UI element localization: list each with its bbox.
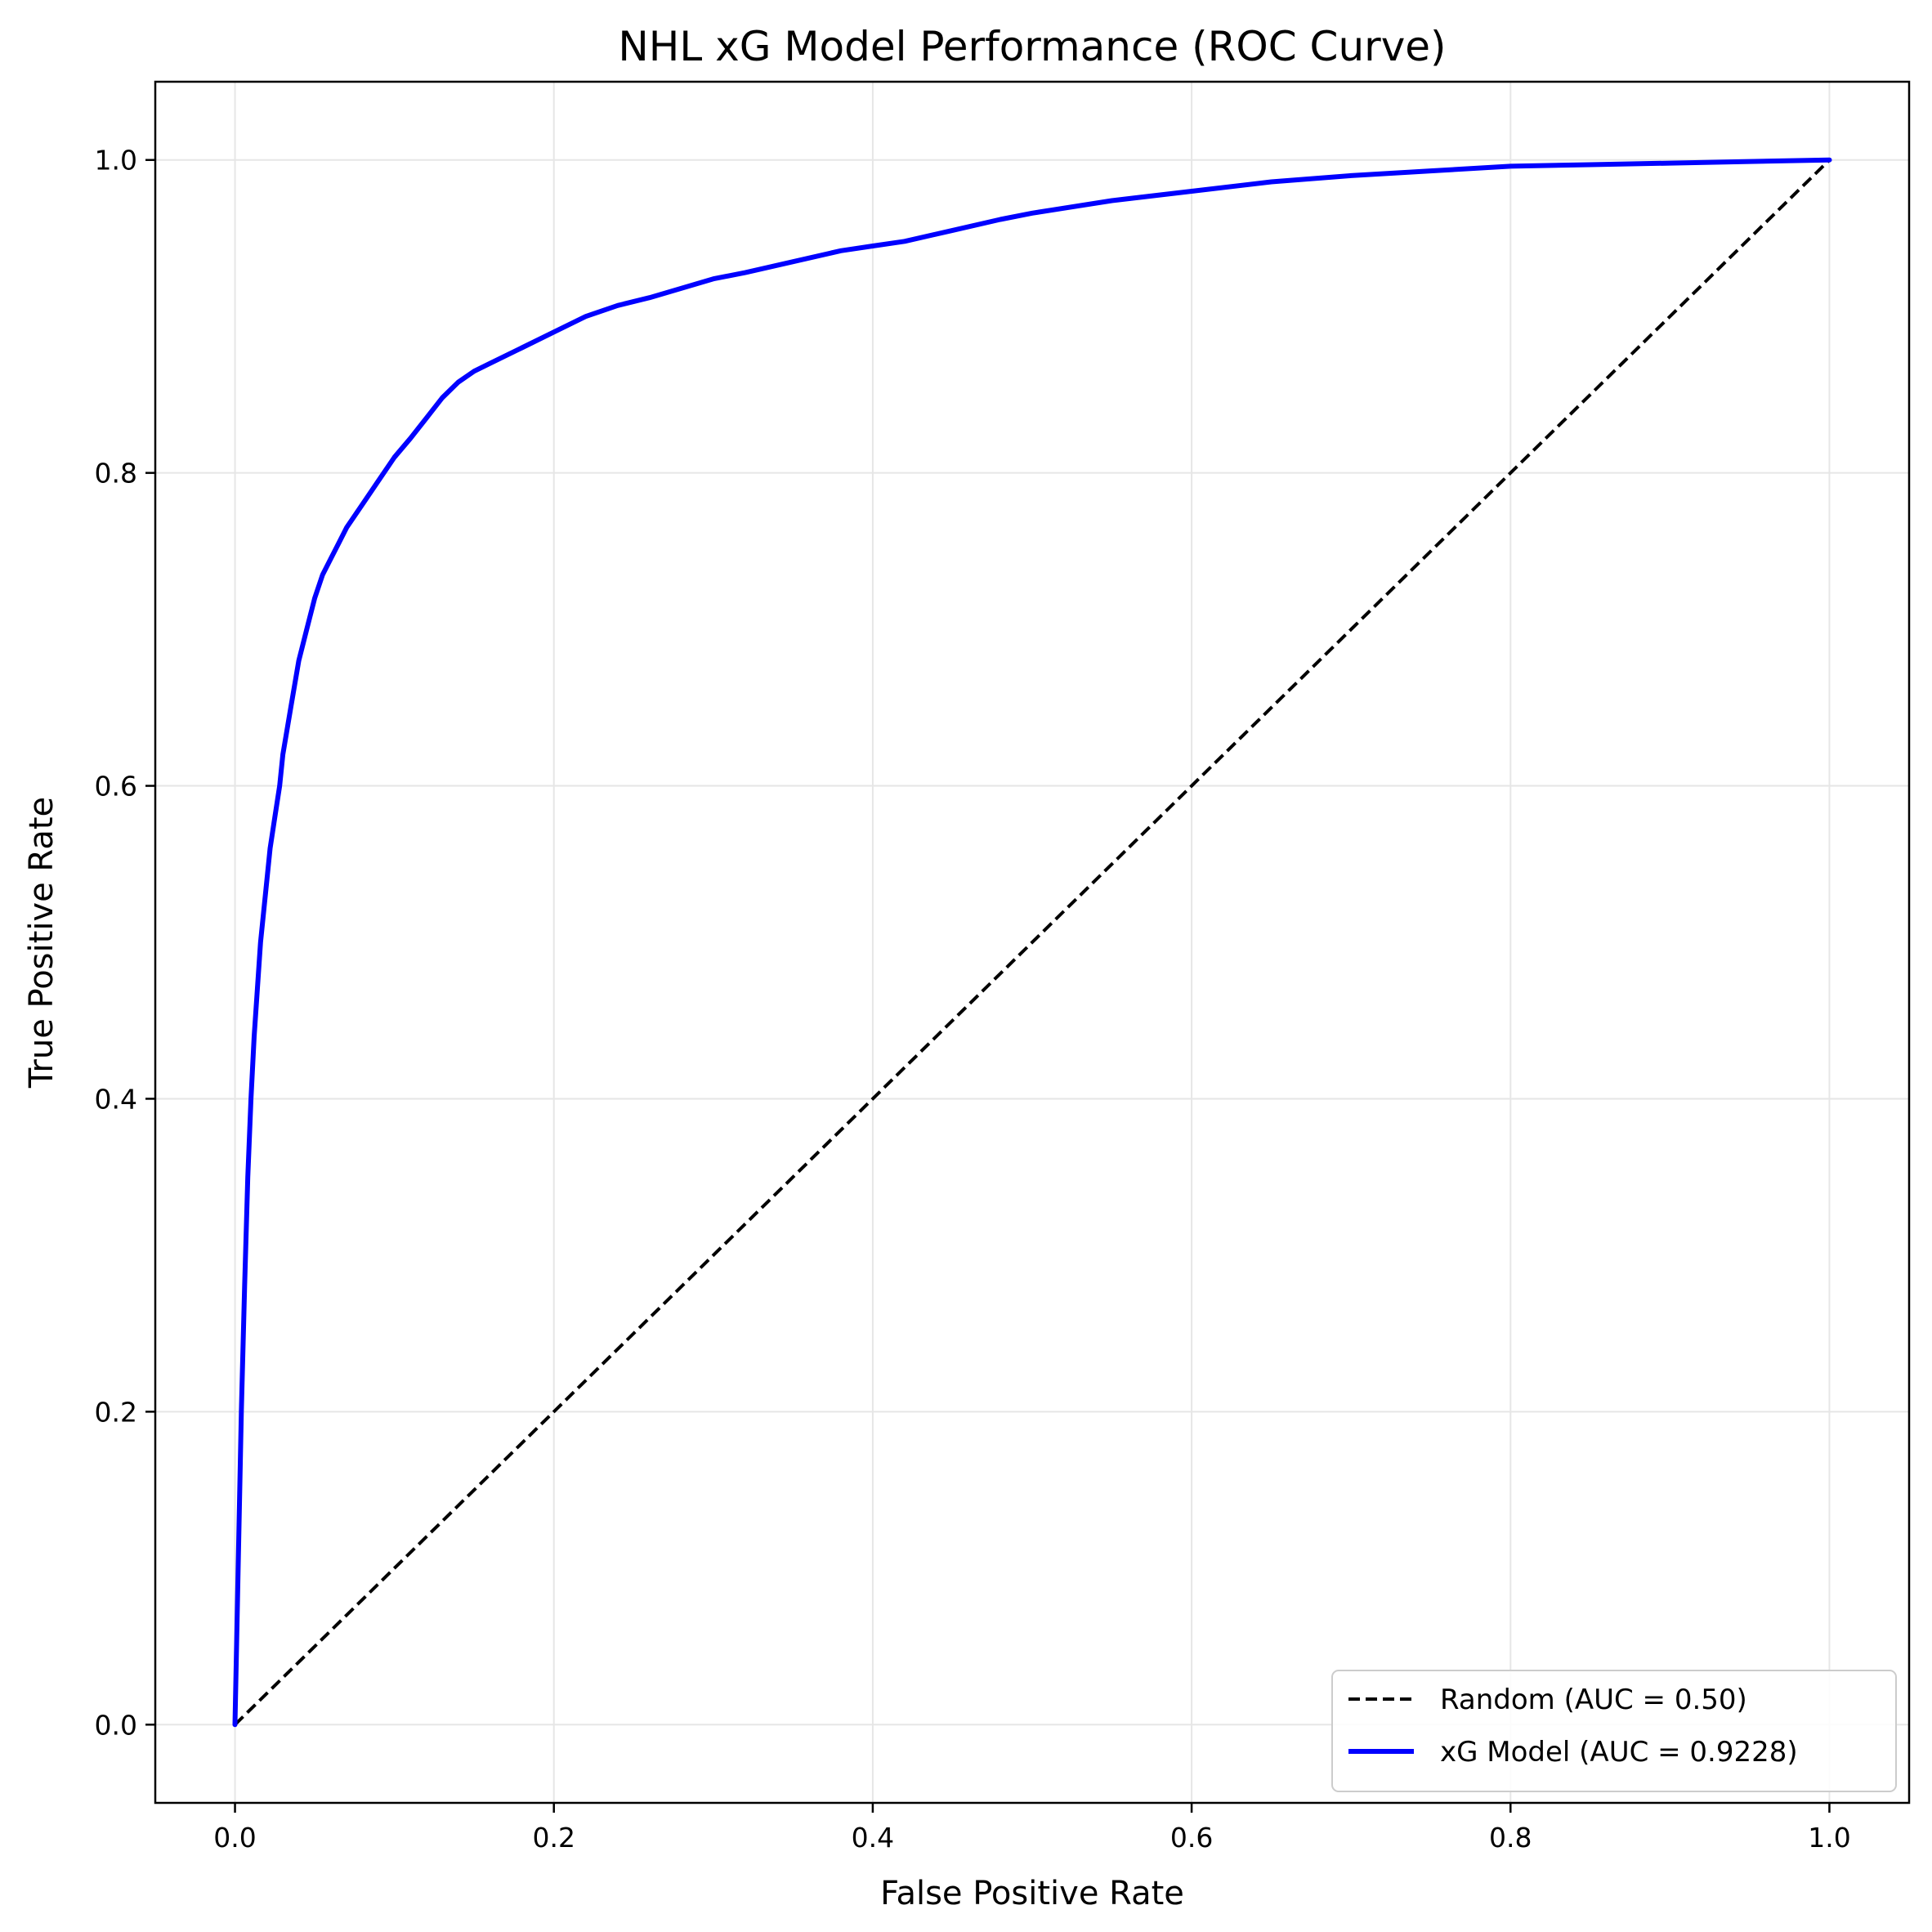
y-tick-label: 0.2 [95,1396,137,1428]
grid [155,82,1909,1803]
y-tick-label: 0.6 [95,771,137,803]
legend-label-xg-model: xG Model (AUC = 0.9228) [1440,1736,1798,1769]
xg-model-roc-line [232,157,1832,1728]
y-tick-label: 0.8 [95,458,137,490]
y-tick-label: 1.0 [95,145,137,177]
legend: Random (AUC = 0.50) xG Model (AUC = 0.92… [1331,1670,1897,1792]
x-tick-label: 1.0 [1808,1822,1850,1854]
x-tick-label: 0.6 [1170,1822,1213,1854]
y-axis-label: True Positive Rate [23,797,60,1089]
x-tick-label: 0.8 [1489,1822,1532,1854]
y-tick-label: 0.0 [95,1709,137,1741]
x-tick-label: 0.2 [532,1822,575,1854]
x-axis-label: False Positive Rate [880,1875,1184,1912]
series-layer [232,157,1832,1728]
x-tick-label: 0.4 [852,1822,894,1854]
x-tick-label: 0.0 [213,1822,256,1854]
chart-title: NHL xG Model Performance (ROC Curve) [618,23,1446,70]
legend-label-random: Random (AUC = 0.50) [1440,1684,1747,1716]
random-baseline-line [234,159,1831,1726]
plot-frame [154,80,1911,1805]
y-tick-label: 0.4 [95,1083,137,1115]
ticks: 0.0 0.2 0.4 0.6 0.8 1.0 0.0 0.2 0.4 0.6 0.8 1.0 [95,145,1851,1854]
legend-box [1331,1670,1897,1792]
